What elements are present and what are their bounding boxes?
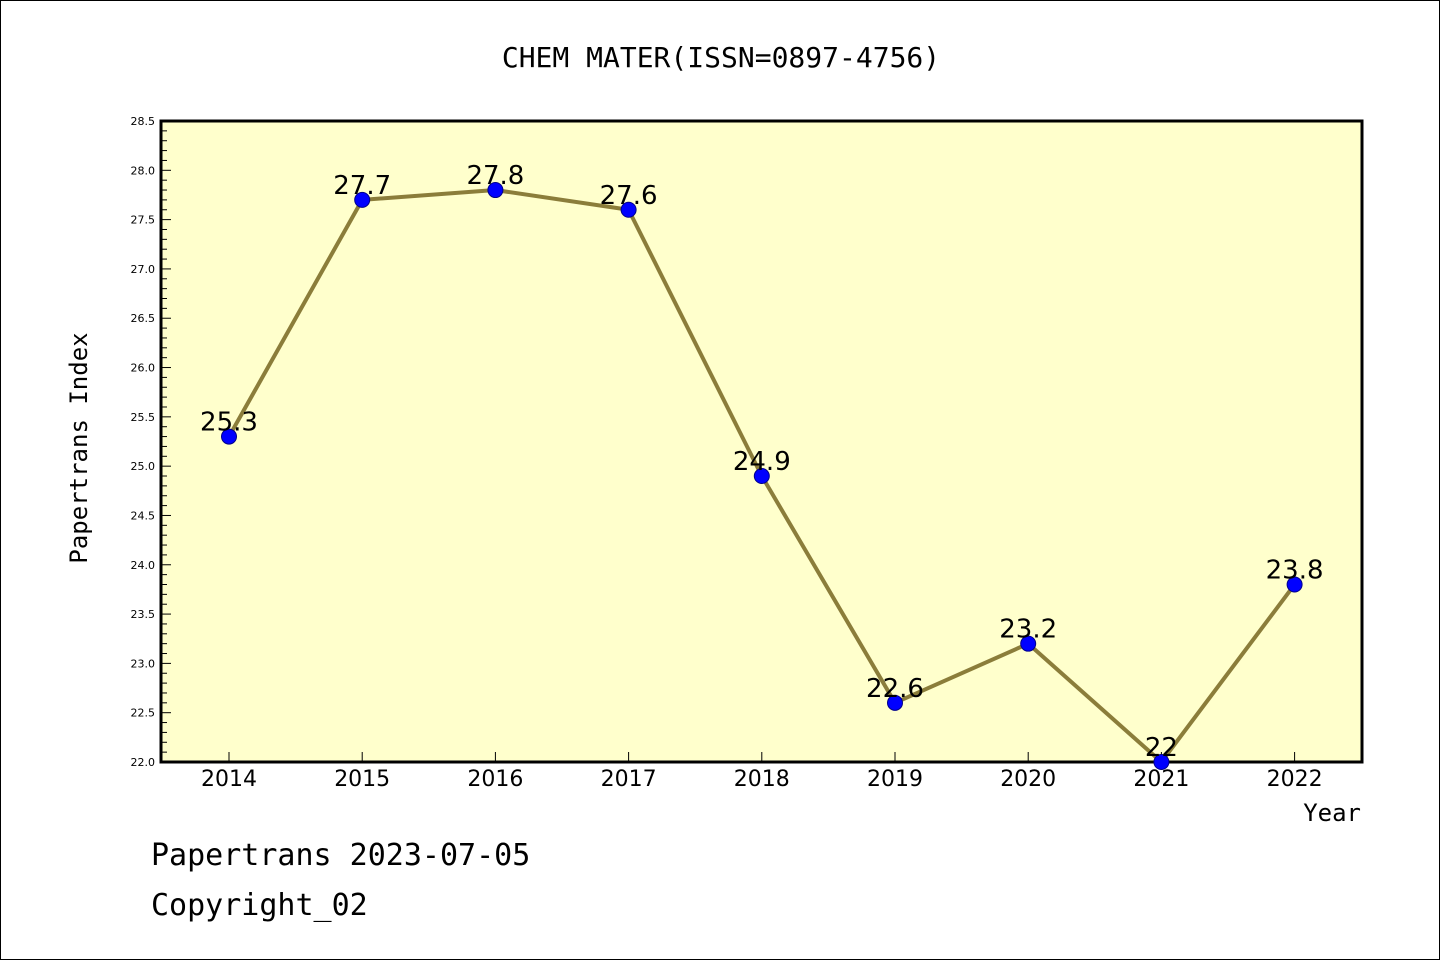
y-tick-label: 22.0 bbox=[131, 756, 156, 769]
data-label: 22 bbox=[1145, 733, 1178, 763]
y-tick-label: 26.0 bbox=[131, 362, 156, 375]
y-tick-label: 23.5 bbox=[131, 608, 156, 621]
y-tick-label: 27.5 bbox=[131, 214, 156, 227]
x-tick-label: 2019 bbox=[867, 767, 923, 792]
x-tick-label: 2014 bbox=[201, 767, 257, 792]
data-label: 22.6 bbox=[866, 674, 924, 704]
x-tick-label: 2022 bbox=[1267, 767, 1323, 792]
y-tick-label: 25.5 bbox=[131, 411, 156, 424]
x-tick-label: 2015 bbox=[334, 767, 390, 792]
data-label: 25.3 bbox=[200, 408, 258, 438]
y-axis: 22.0 22.5 23.0 23.5 24.0 24.5 25.0 25.5 26.0 26.5… bbox=[131, 115, 171, 769]
data-label: 27.7 bbox=[333, 171, 391, 201]
x-tick-label: 2018 bbox=[734, 767, 790, 792]
data-point bbox=[221, 428, 237, 445]
x-axis: 2014 2015 2016 2017 2018 2019 2020 2021 2022 bbox=[201, 752, 1323, 792]
y-tick-label: 24.5 bbox=[131, 509, 156, 522]
data-point bbox=[1153, 754, 1170, 770]
data-point bbox=[1286, 576, 1303, 593]
x-tick-label: 2021 bbox=[1133, 767, 1189, 792]
x-tick-label: 2020 bbox=[1000, 767, 1056, 792]
data-label: 24.9 bbox=[733, 447, 791, 477]
data-label: 27.6 bbox=[600, 181, 658, 211]
data-label: 23.8 bbox=[1266, 555, 1324, 585]
data-point bbox=[620, 201, 637, 218]
x-tick-label: 2016 bbox=[467, 767, 523, 792]
data-point bbox=[354, 191, 371, 208]
plot-area bbox=[159, 119, 1364, 764]
data-point bbox=[1020, 635, 1037, 652]
y-tick-label: 22.5 bbox=[131, 707, 156, 720]
chart-title: CHEM MATER(ISSN=0897-4756) bbox=[502, 41, 940, 74]
series-line-group: 25.3 27.7 27.8 27.6 24.9 22.6 23.2 22 23.8 bbox=[200, 161, 1324, 770]
y-tick-label: 26.5 bbox=[131, 312, 156, 325]
y-tick-label: 28.5 bbox=[131, 115, 156, 128]
footer-date: Papertrans 2023-07-05 bbox=[151, 838, 530, 873]
x-tick-label: 2017 bbox=[601, 767, 657, 792]
data-label: 27.8 bbox=[466, 161, 524, 191]
y-tick-label: 25.0 bbox=[131, 460, 156, 473]
y-tick-label: 27.0 bbox=[131, 263, 156, 276]
data-point bbox=[753, 468, 770, 485]
y-tick-label: 23.0 bbox=[131, 657, 156, 670]
data-point bbox=[887, 694, 903, 711]
data-label: 23.2 bbox=[999, 615, 1057, 645]
x-axis-label: Year bbox=[1303, 799, 1361, 827]
y-tick-label: 24.0 bbox=[131, 559, 156, 572]
footer-copyright: Copyright_02 bbox=[151, 888, 368, 923]
data-point bbox=[487, 182, 504, 199]
y-axis-label: Papertrans Index bbox=[65, 332, 93, 563]
y-tick-label: 28.0 bbox=[131, 164, 156, 177]
